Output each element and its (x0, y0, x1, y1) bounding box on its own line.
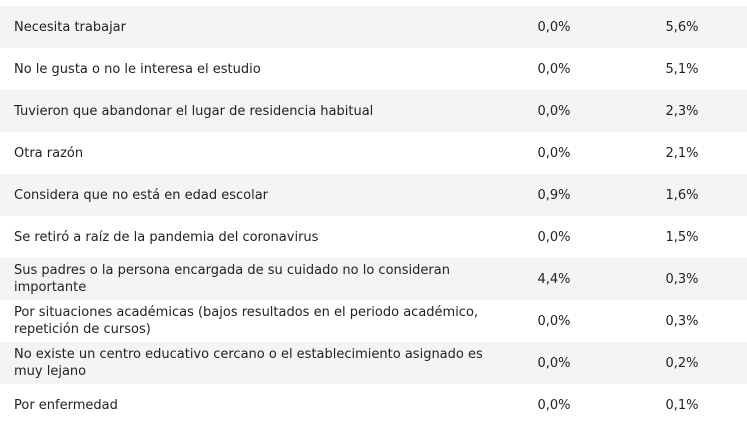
row-value-1: 4,4% (537, 271, 571, 287)
table-row: No le gusta o no le interesa el estudio … (0, 48, 747, 90)
row-label: Tuvieron que abandonar el lugar de resid… (14, 103, 374, 119)
row-value-1: 0,0% (537, 397, 571, 413)
table-row: Por situaciones académicas (bajos result… (0, 300, 747, 342)
row-label: Necesita trabajar (14, 19, 126, 35)
row-label: Se retiró a raíz de la pandemia del coro… (14, 229, 319, 245)
table-row: Necesita trabajar 0,0% 5,6% (0, 6, 747, 48)
table-row: Sus padres o la persona encargada de su … (0, 258, 747, 300)
row-label: Otra razón (14, 145, 84, 161)
row-value-1: 0,0% (537, 19, 571, 35)
row-label: Considera que no está en edad escolar (14, 187, 269, 203)
row-value-2: 2,1% (665, 145, 699, 161)
row-value-1: 0,0% (537, 61, 571, 77)
row-label: Por situaciones académicas (bajos result… (14, 305, 479, 337)
row-value-2: 0,3% (665, 313, 699, 329)
table-row: Otra razón 0,0% 2,1% (0, 132, 747, 174)
table-row: Se retiró a raíz de la pandemia del coro… (0, 216, 747, 258)
row-value-2: 5,6% (665, 19, 699, 35)
row-label: Sus padres o la persona encargada de su … (14, 263, 450, 295)
row-value-2: 0,3% (665, 271, 699, 287)
row-value-2: 0,1% (665, 397, 699, 413)
row-value-1: 0,9% (537, 187, 571, 203)
row-value-1: 0,0% (537, 229, 571, 245)
row-value-1: 0,0% (537, 145, 571, 161)
row-value-1: 0,0% (537, 103, 571, 119)
row-value-1: 0,0% (537, 313, 571, 329)
row-label: Por enfermedad (14, 397, 118, 413)
row-label: No existe un centro educativo cercano o … (14, 347, 483, 379)
row-label: No le gusta o no le interesa el estudio (14, 61, 261, 77)
table-row: Por enfermedad 0,0% 0,1% (0, 384, 747, 426)
row-value-2: 0,2% (665, 355, 699, 371)
row-value-2: 5,1% (665, 61, 699, 77)
table-row: No existe un centro educativo cercano o … (0, 342, 747, 384)
row-value-1: 0,0% (537, 355, 571, 371)
row-value-2: 1,6% (665, 187, 699, 203)
table-row: Tuvieron que abandonar el lugar de resid… (0, 90, 747, 132)
table-row: Considera que no está en edad escolar 0,… (0, 174, 747, 216)
row-value-2: 1,5% (665, 229, 699, 245)
row-value-2: 2,3% (665, 103, 699, 119)
